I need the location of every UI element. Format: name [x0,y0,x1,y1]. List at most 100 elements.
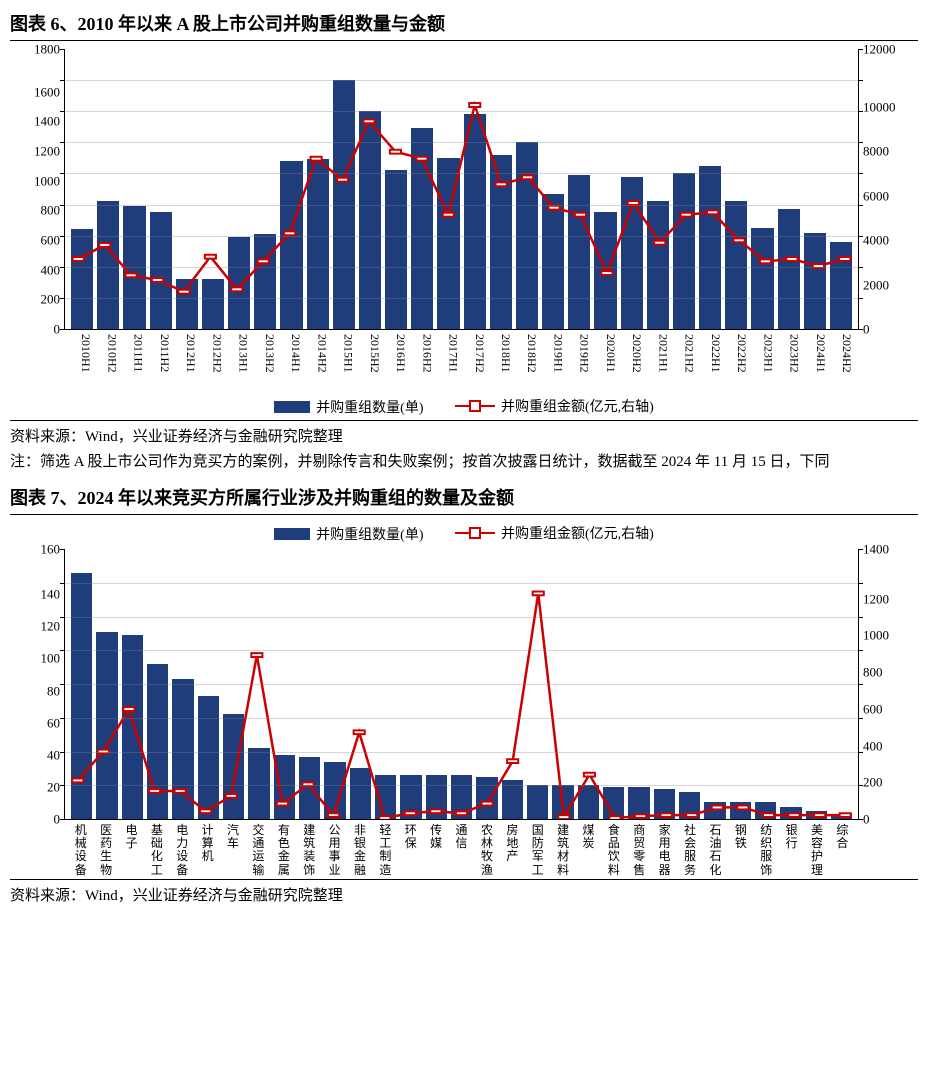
x-label: 商贸零售 [628,824,651,877]
x-label: 2023H2 [778,334,800,390]
bar [830,242,852,329]
x-label: 2018H1 [490,334,512,390]
bar [71,573,92,819]
bar [71,229,93,329]
x-label: 钢铁 [729,824,752,877]
x-label: 2012H2 [201,334,223,390]
x-label: 2016H2 [411,334,433,390]
y-tick: 2000 [863,278,908,291]
y-tick: 8000 [863,145,908,158]
x-label: 2013H2 [254,334,276,390]
x-label: 2023H1 [752,334,774,390]
y-tick: 100 [20,652,60,665]
bar [725,201,747,329]
bar [274,755,295,819]
legend-bar-item: 并购重组数量(单) [274,524,423,544]
y-tick: 0 [20,813,60,826]
chart7-plot [64,549,859,820]
chart6-plot [64,49,859,330]
y-tick: 10000 [863,100,908,113]
bar [751,228,773,329]
y-tick: 400 [863,739,908,752]
x-label: 房地产 [501,824,524,877]
bar [97,201,119,329]
chart7-y-left: 020406080100120140160 [20,549,60,819]
x-label: 医药生物 [94,824,117,877]
bar [804,233,826,329]
x-label: 公用事业 [323,824,346,877]
y-tick: 160 [20,543,60,556]
legend-line-swatch [455,399,495,413]
bar [628,787,649,819]
x-label: 2021H1 [647,334,669,390]
y-tick: 0 [863,323,908,336]
legend-bar-item: 并购重组数量(单) [274,397,423,417]
bar [464,114,486,329]
x-label: 2016H1 [385,334,407,390]
x-label: 环保 [399,824,422,877]
y-tick: 600 [20,233,60,246]
chart7-legend: 并购重组数量(单) 并购重组金额(亿元,右轴) [10,523,918,545]
chart6-title: 图表 6、2010 年以来 A 股上市公司并购重组数量与金额 [10,10,918,41]
x-label: 煤炭 [577,824,600,877]
bar [755,802,776,819]
bar [451,775,472,819]
x-label: 国防军工 [526,824,549,877]
bar [594,212,616,329]
x-label: 综合 [831,824,854,877]
x-label: 交通运输 [247,824,270,877]
y-tick: 1000 [20,174,60,187]
bar [806,811,827,819]
x-label: 2022H1 [700,334,722,390]
x-label: 非银金融 [348,824,371,877]
y-tick: 1600 [20,85,60,98]
bar [476,777,497,819]
x-label: 2017H1 [437,334,459,390]
x-label: 纺织服饰 [755,824,778,877]
x-label: 美容护理 [805,824,828,877]
y-tick: 4000 [863,234,908,247]
bar [578,785,599,819]
chart7-wrap: 020406080100120140160 020040060080010001… [20,549,908,877]
x-label: 电力设备 [171,824,194,877]
y-tick: 1400 [20,115,60,128]
y-tick: 1800 [20,43,60,56]
x-label: 2015H2 [359,334,381,390]
y-tick: 1000 [863,629,908,642]
y-tick: 800 [20,204,60,217]
bar [147,664,168,819]
x-label: 电子 [120,824,143,877]
y-tick: 1400 [863,543,908,556]
y-tick: 1200 [20,144,60,157]
bar [400,775,421,819]
legend-bar-label: 并购重组数量(单) [316,397,423,417]
legend-bar-swatch [274,528,310,540]
x-label: 农林牧渔 [475,824,498,877]
bar [176,279,198,329]
chart7-x-labels: 机械设备医药生物电子基础化工电力设备计算机汽车交通运输有色金属建筑装饰公用事业非… [64,820,859,877]
y-tick: 60 [20,716,60,729]
bar [490,155,512,329]
y-tick: 20 [20,780,60,793]
x-label: 2013H1 [227,334,249,390]
x-label: 轻工制造 [374,824,397,877]
bar [150,212,172,329]
bar [647,201,669,329]
bar [324,762,345,819]
x-label: 2014H2 [306,334,328,390]
bar [603,787,624,819]
y-tick: 600 [863,702,908,715]
x-label: 机械设备 [69,824,92,877]
chart6-x-labels: 2010H12010H22011H12011H22012H12012H22013… [64,330,859,390]
y-tick: 0 [863,812,908,825]
x-label: 2024H2 [831,334,853,390]
legend-bar-label: 并购重组数量(单) [316,524,423,544]
x-label: 2022H2 [726,334,748,390]
bar [654,789,675,819]
bar [122,635,143,819]
bar [359,111,381,329]
bar [831,814,852,819]
chart7-title: 图表 7、2024 年以来竞买方所属行业涉及并购重组的数量及金额 [10,484,918,515]
x-label: 基础化工 [145,824,168,877]
legend-line-label: 并购重组金额(亿元,右轴) [501,523,654,543]
